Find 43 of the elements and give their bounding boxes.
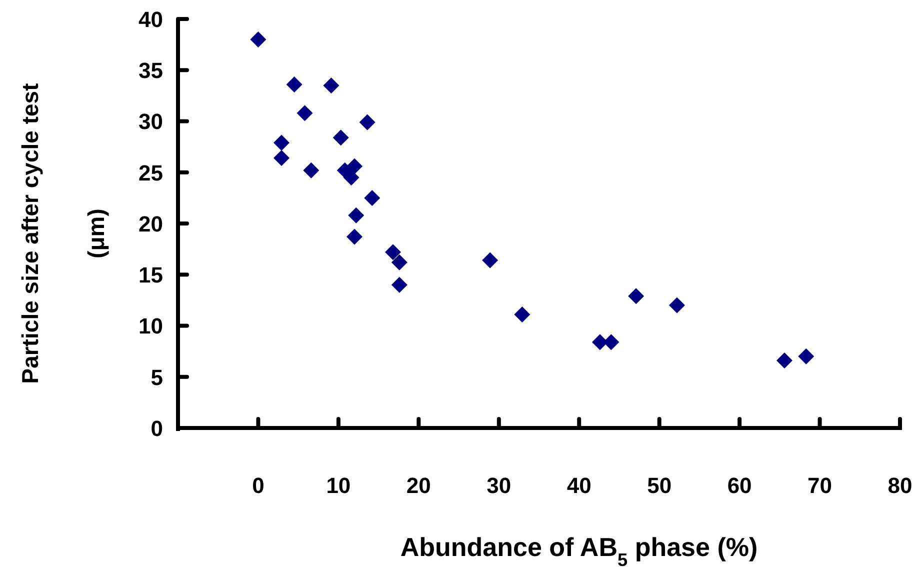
text: Particle size after cycle test (μm)	[17, 83, 109, 384]
point	[514, 306, 530, 323]
point	[348, 207, 364, 224]
point	[628, 288, 644, 304]
point	[286, 76, 302, 92]
point	[303, 162, 320, 178]
x-tick-label: 20	[406, 473, 431, 498]
point	[592, 334, 608, 350]
point	[776, 352, 792, 369]
y-tick-label: 25	[138, 160, 163, 186]
point	[482, 252, 498, 268]
x-tick-label: 70	[808, 473, 832, 498]
point	[296, 105, 313, 122]
point	[364, 190, 380, 206]
x-axis-title: Abundance of AB$_{5}$ phase (%)	[400, 532, 758, 567]
x-tick-label: 30	[486, 473, 512, 498]
point	[359, 114, 376, 130]
point	[346, 158, 362, 174]
x-tick-label: 80	[888, 473, 912, 498]
y-tick-label: 40	[138, 6, 163, 32]
point	[391, 254, 408, 270]
x-tick-label: 10	[326, 473, 351, 498]
x-tick-label: 60	[727, 473, 752, 498]
x-tick-label: 0	[252, 473, 264, 498]
point	[323, 77, 340, 94]
point	[384, 244, 401, 260]
point	[273, 150, 290, 166]
y-tick-label: 20	[138, 211, 163, 236]
y-tick-label: 0	[150, 416, 163, 441]
point	[391, 276, 408, 293]
y-tick-label: 30	[138, 109, 163, 134]
x-tick-label: 50	[647, 473, 672, 498]
y-tick-label: 5	[150, 364, 163, 390]
point	[798, 348, 814, 364]
point	[273, 134, 290, 151]
point	[346, 228, 362, 245]
y-tick-label: 35	[138, 58, 163, 84]
point	[250, 31, 266, 48]
y-tick-label: 10	[138, 314, 163, 339]
point	[332, 130, 349, 146]
x-tick-label: 40	[566, 473, 592, 498]
y-tick-label: 15	[138, 262, 163, 288]
point	[668, 297, 685, 314]
